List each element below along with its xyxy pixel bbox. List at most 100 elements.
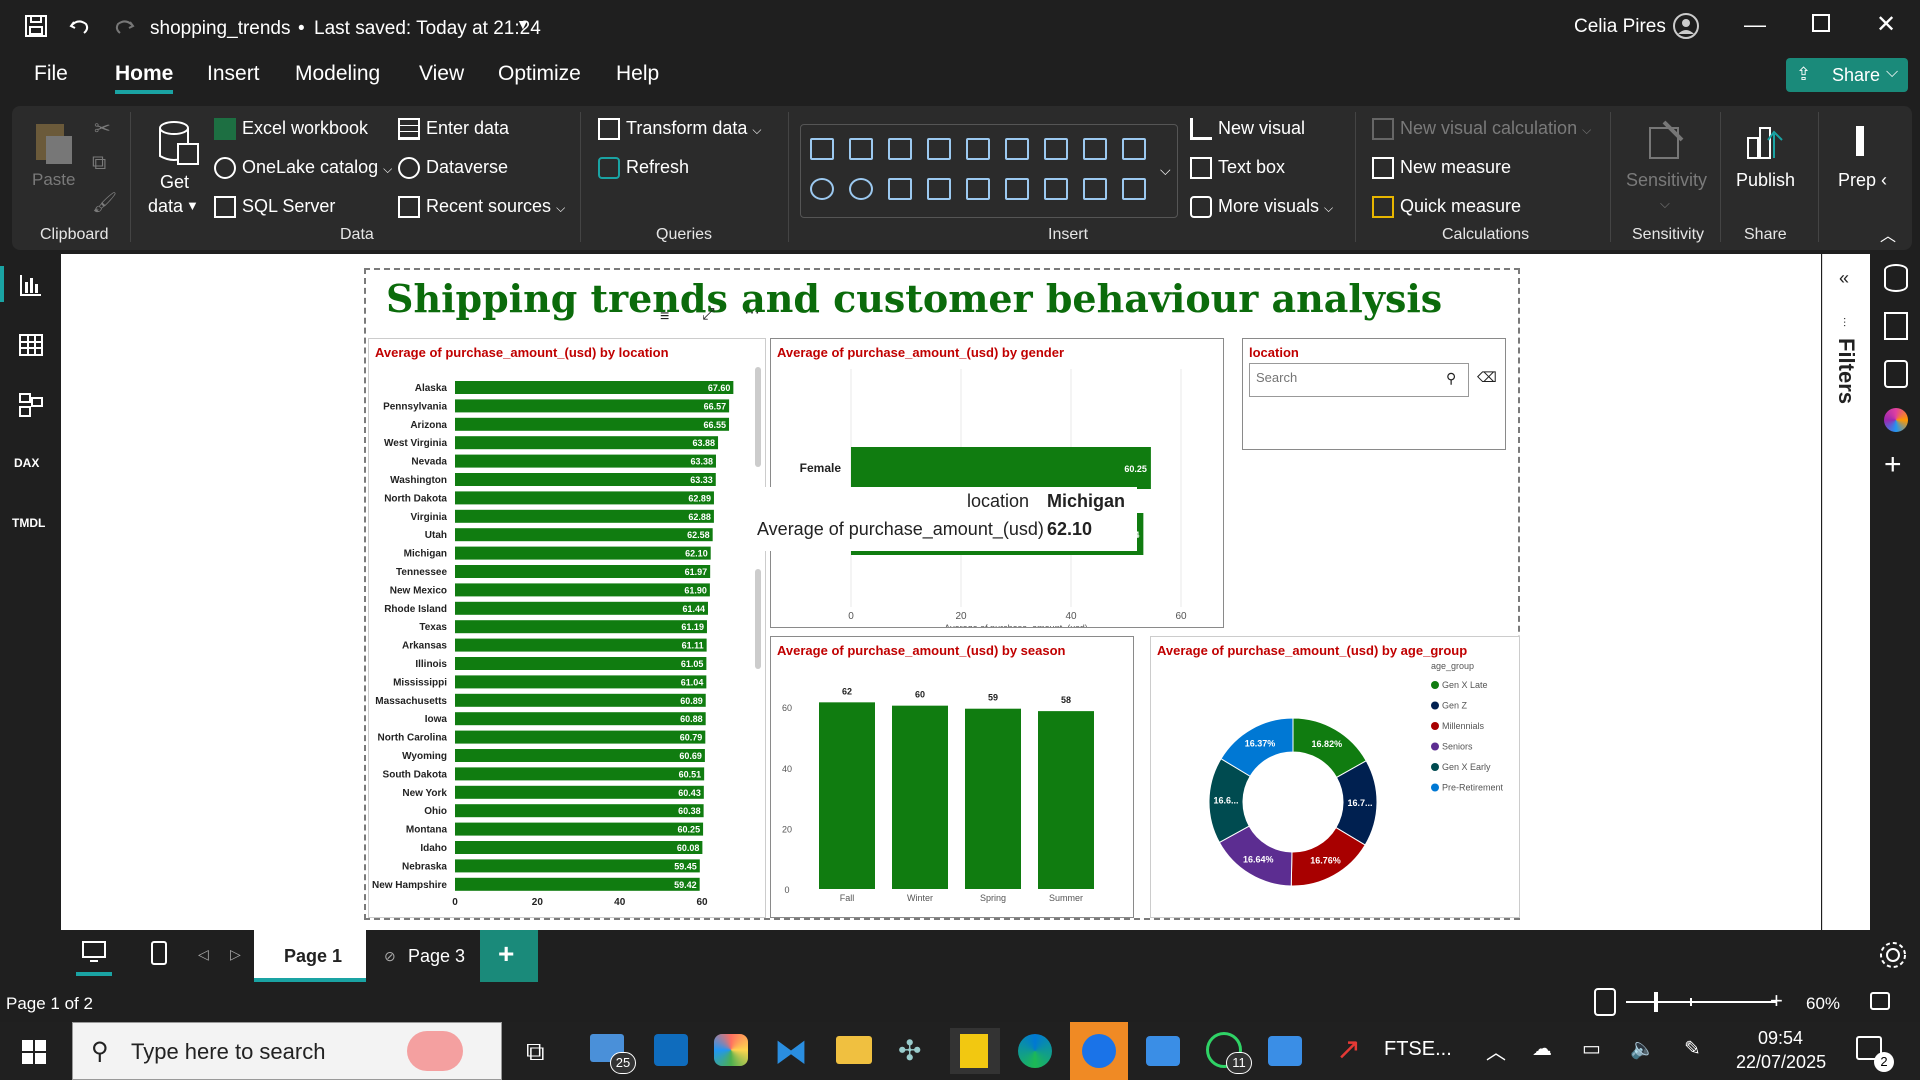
visual-type-icon[interactable] [810, 138, 834, 160]
visual-type-icon[interactable] [927, 138, 951, 160]
more-visuals-button[interactable]: More visuals ⌵ [1190, 196, 1333, 219]
whatsapp-icon[interactable] [1206, 1032, 1242, 1068]
powerbi-taskbar-item[interactable] [950, 1028, 1000, 1074]
new-visual-calculation-button[interactable]: New visual calculation ⌵ [1372, 118, 1591, 141]
get-data-label-2[interactable]: data [148, 196, 184, 216]
get-data-label[interactable]: Get [160, 172, 190, 192]
data-pane-icon[interactable] [1884, 264, 1908, 292]
scrollbar[interactable] [755, 569, 761, 669]
chevron-down-icon[interactable]: ▼ [516, 16, 530, 32]
expand-pane-icon[interactable]: « [1839, 268, 1850, 288]
visual-type-icon[interactable] [888, 138, 912, 160]
publish-button[interactable]: Publish [1736, 170, 1796, 190]
menu-help[interactable]: Help [616, 62, 660, 85]
location-bar-chart[interactable]: Average of purchase_amount_(usd) by loca… [368, 338, 766, 918]
refresh-button[interactable]: Refresh [598, 157, 689, 180]
chevron-down-icon[interactable]: ⌵ [1660, 196, 1670, 211]
zoom-slider[interactable] [1626, 1001, 1776, 1003]
share-button[interactable]: ⇪ Share ⌵ [1786, 58, 1908, 92]
page-tab-3[interactable]: Page 3 [408, 946, 466, 966]
ftse-ticker[interactable]: FTSE... [1384, 1038, 1452, 1060]
text-box-button[interactable]: Text box [1190, 157, 1285, 180]
visual-type-icon[interactable] [1083, 178, 1107, 200]
page-tab-1[interactable]: Page 1 [254, 930, 366, 982]
new-measure-button[interactable]: New measure [1372, 157, 1511, 180]
visual-type-icon[interactable] [966, 138, 990, 160]
menu-file[interactable]: File [34, 62, 68, 85]
zoom-slider-thumb[interactable] [1654, 992, 1658, 1012]
zoom-in-icon[interactable]: + [1770, 988, 1783, 1013]
copilot-app-icon[interactable] [714, 1034, 748, 1066]
menu-view[interactable]: View [419, 62, 465, 85]
prep-icon[interactable] [1856, 126, 1864, 156]
file-explorer-icon[interactable] [836, 1036, 872, 1064]
season-column-chart[interactable]: Average of purchase_amount_(usd) by seas… [770, 636, 1134, 918]
visual-type-icon[interactable] [888, 178, 912, 200]
battery-icon[interactable]: ▭ [1582, 1038, 1601, 1060]
visual-type-icon[interactable] [1005, 178, 1029, 200]
active-app-item[interactable] [1070, 1022, 1128, 1080]
menu-modeling[interactable]: Modeling [295, 62, 381, 85]
volume-icon[interactable]: 🔈 [1630, 1038, 1655, 1060]
clock-time[interactable]: 09:54 [1758, 1028, 1804, 1048]
visual-type-icon[interactable] [927, 178, 951, 200]
minimize-icon[interactable]: — [1744, 12, 1766, 37]
save-icon[interactable] [24, 14, 48, 38]
more-options-icon[interactable]: ··· [744, 304, 760, 321]
windows-start-icon[interactable] [22, 1040, 46, 1064]
settings-icon[interactable] [1878, 940, 1908, 970]
visual-type-icon[interactable] [1083, 138, 1107, 160]
task-view-icon[interactable]: ⧉ [526, 1036, 545, 1066]
chevron-down-icon[interactable]: ▼ [186, 198, 199, 213]
gallery-expand-icon[interactable]: ⌵ [1160, 162, 1171, 178]
onelake-catalog-button[interactable]: OneLake catalog ⌵ [214, 157, 392, 180]
vscode-icon[interactable]: ⧓ [774, 1033, 808, 1071]
desktop-layout-icon[interactable] [80, 940, 108, 964]
publish-icon[interactable] [1744, 118, 1788, 162]
gender-bar-chart[interactable]: Average of purchase_amount_(usd) by gend… [757, 338, 1224, 628]
snipping-tool-icon[interactable]: ✣ [898, 1035, 922, 1066]
previous-page-icon[interactable]: ◁ [198, 946, 209, 962]
table-view-icon[interactable] [18, 332, 44, 358]
fit-width-icon[interactable] [1870, 992, 1890, 1010]
cut-icon[interactable]: ✂ [94, 118, 111, 140]
report-view-icon[interactable] [18, 272, 44, 298]
age-group-donut-chart[interactable]: Average of purchase_amount_(usd) by age_… [1150, 636, 1520, 918]
dataverse-button[interactable]: Dataverse [398, 157, 508, 180]
paste-icon[interactable] [32, 118, 76, 166]
excel-workbook-button[interactable]: Excel workbook [214, 118, 368, 141]
edge-icon[interactable] [1018, 1034, 1052, 1068]
collapse-ribbon-icon[interactable]: ︿ [1880, 228, 1897, 245]
onedrive-icon[interactable]: ☁ [1532, 1038, 1552, 1060]
app-icon[interactable] [1146, 1036, 1180, 1066]
avatar[interactable] [1672, 12, 1700, 40]
clock-date[interactable]: 22/07/2025 [1736, 1052, 1827, 1072]
model-view-icon[interactable] [18, 392, 44, 418]
mobile-layout-icon[interactable] [150, 940, 168, 966]
scrollbar[interactable] [755, 367, 761, 467]
stock-chart-icon[interactable]: ↗ [1336, 1033, 1362, 1066]
filter-icon[interactable]: ≡ [660, 308, 670, 325]
sql-server-button[interactable]: SQL Server [214, 196, 335, 219]
visual-type-icon[interactable] [1044, 178, 1068, 200]
paste-button[interactable]: Paste [32, 170, 76, 189]
notification-icon[interactable] [1856, 1036, 1882, 1060]
undo-icon[interactable] [68, 14, 92, 38]
add-page-button[interactable]: + [480, 930, 538, 982]
close-icon[interactable]: ✕ [1876, 11, 1897, 38]
show-hidden-icons[interactable]: ︿ [1486, 1042, 1506, 1064]
outlook-icon[interactable] [654, 1034, 688, 1066]
sensitivity-button[interactable]: Sensitivity [1626, 170, 1708, 190]
filters-pane[interactable]: « ⫶ Filters [1822, 254, 1870, 930]
taskbar-search-box[interactable]: ⚲ Type here to search [72, 1022, 502, 1080]
filters-label[interactable]: Filters [1834, 338, 1859, 405]
tmdl-view-icon[interactable]: TMDL [12, 516, 46, 530]
visual-type-icon[interactable] [849, 138, 873, 160]
fit-page-icon[interactable] [1594, 988, 1616, 1016]
visual-type-icon[interactable] [810, 178, 834, 200]
redo-icon[interactable] [112, 14, 136, 38]
build-visual-icon[interactable] [1884, 312, 1908, 340]
next-page-icon[interactable]: ▷ [230, 946, 241, 962]
pen-icon[interactable]: ✎ [1684, 1038, 1701, 1060]
recent-sources-button[interactable]: Recent sources ⌵ [398, 196, 565, 219]
